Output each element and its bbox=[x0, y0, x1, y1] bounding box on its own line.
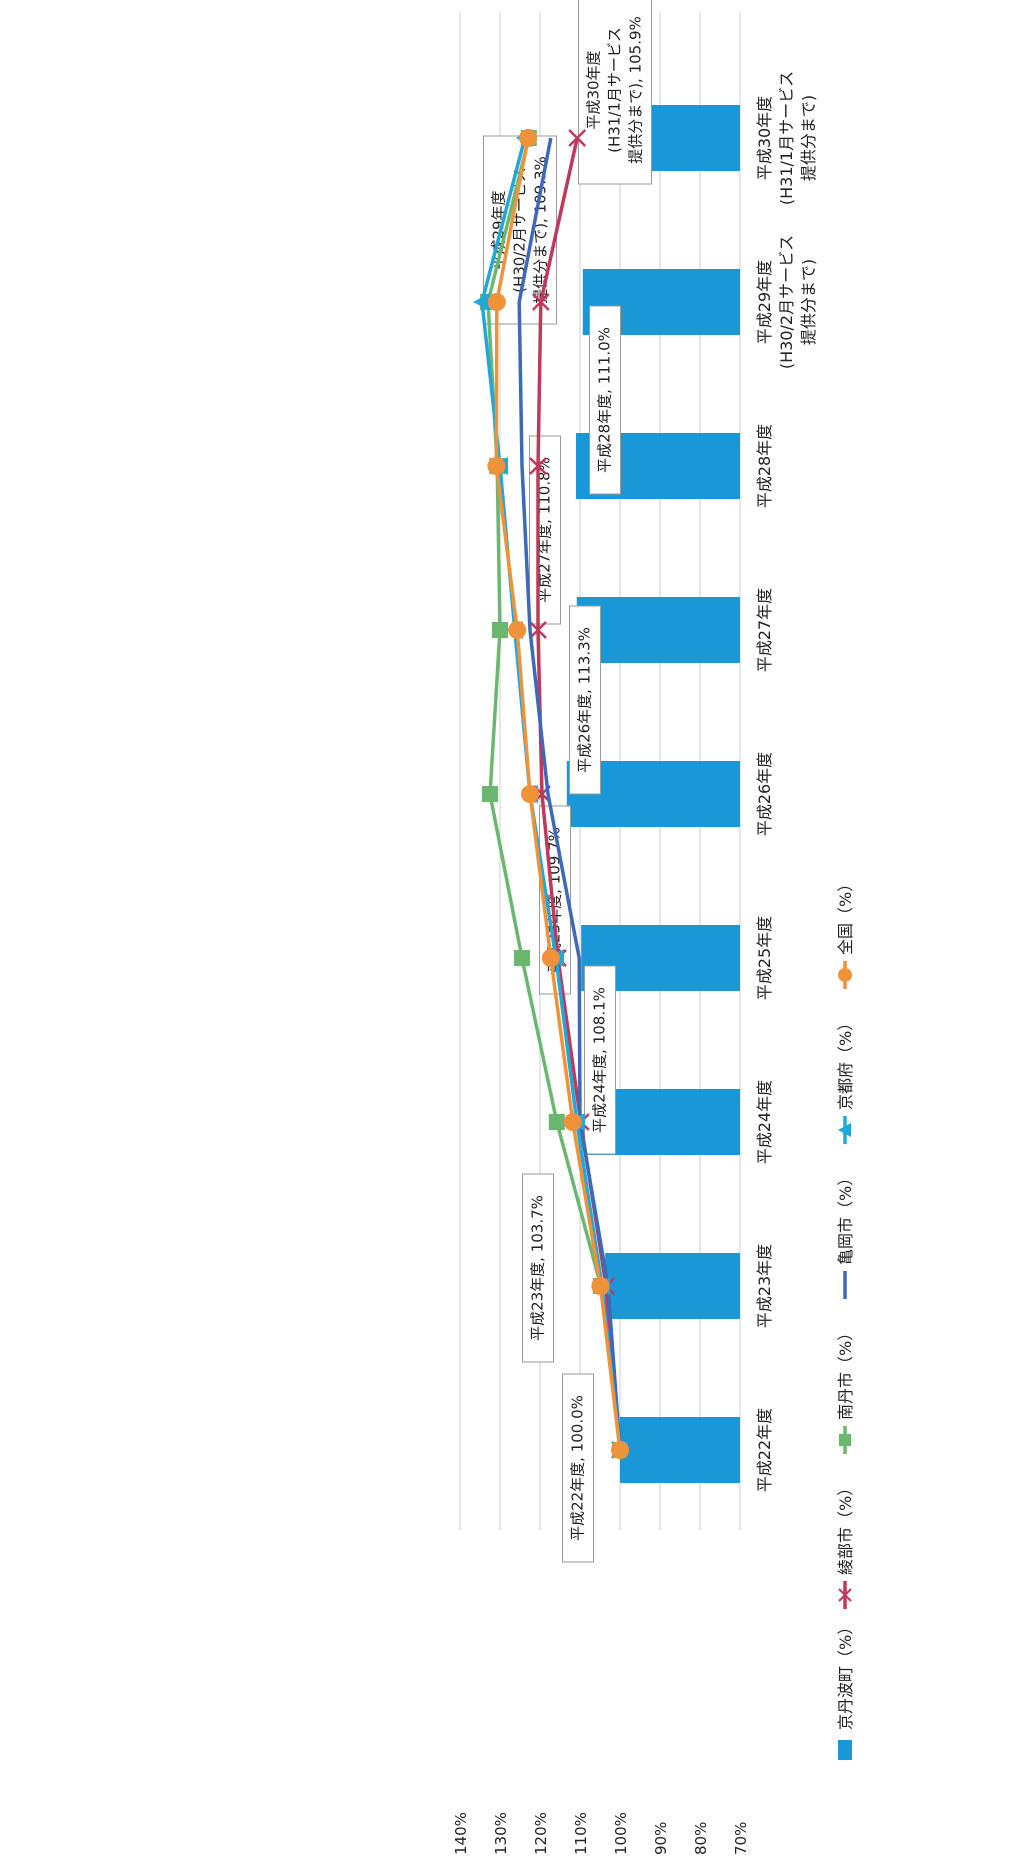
legend-item: 綾部市（%） bbox=[836, 1480, 855, 1609]
legend-item: 亀岡市（%） bbox=[836, 1170, 855, 1299]
point-marker bbox=[487, 457, 506, 475]
legend-item: 全国（%） bbox=[836, 876, 855, 989]
value-axis-tick-label: 140% bbox=[452, 1812, 470, 1855]
category-label: 平成28年度 bbox=[755, 424, 774, 508]
category-label: 平成25年度 bbox=[755, 916, 774, 1000]
legend-marker bbox=[838, 968, 852, 982]
value-axis-tick-label: 90% bbox=[652, 1822, 670, 1855]
bar bbox=[576, 597, 740, 663]
legend-label: 京丹波町（%） bbox=[836, 1619, 855, 1730]
point-marker bbox=[519, 129, 537, 147]
category-label: 平成29年度 bbox=[755, 260, 774, 344]
value-axis-tick-label: 70% bbox=[732, 1822, 750, 1855]
category-label: 平成27年度 bbox=[755, 588, 774, 672]
category-label: (H31/1月サービス bbox=[777, 71, 796, 205]
value-axis-tick-label: 120% bbox=[532, 1812, 550, 1855]
category-label: 提供分まで) bbox=[799, 259, 818, 345]
point-marker bbox=[611, 1441, 629, 1459]
legend-label: 京都府（%） bbox=[836, 1015, 855, 1110]
bar bbox=[620, 1417, 740, 1483]
point-marker bbox=[514, 950, 530, 966]
category-label: 平成22年度 bbox=[755, 1408, 774, 1492]
legend-item: 京都府（%） bbox=[836, 1015, 855, 1144]
data-label: 提供分まで), 105.9% bbox=[627, 16, 645, 164]
data-label-box bbox=[522, 1173, 554, 1363]
data-label-box bbox=[589, 305, 621, 495]
category-label: 平成24年度 bbox=[755, 1080, 774, 1164]
data-label-box bbox=[529, 435, 561, 625]
legend-marker bbox=[838, 1123, 851, 1137]
data-label: 平成30年度 bbox=[585, 50, 603, 129]
data-label: (H31/1月サービス bbox=[606, 27, 624, 153]
value-axis-tick-label: 110% bbox=[572, 1812, 590, 1855]
data-label-box bbox=[569, 605, 601, 795]
value-axis-tick-label: 100% bbox=[612, 1812, 630, 1855]
data-label: 平成28年度, 111.0% bbox=[596, 327, 614, 473]
category-label: (H30/2月サービス bbox=[777, 235, 796, 369]
point-marker bbox=[548, 1114, 565, 1130]
data-label-box bbox=[562, 1373, 594, 1563]
value-axis-tick-label: 130% bbox=[492, 1812, 510, 1855]
point-marker bbox=[531, 293, 550, 311]
category-label: 平成30年度 bbox=[755, 96, 774, 180]
point-marker bbox=[563, 1113, 582, 1131]
point-marker bbox=[521, 785, 539, 803]
bar bbox=[605, 1253, 740, 1319]
data-label: 平成27年度, 110.8% bbox=[536, 457, 554, 603]
value-axis-tick-label: 80% bbox=[692, 1822, 710, 1855]
category-label: 平成23年度 bbox=[755, 1244, 774, 1328]
point-marker bbox=[529, 457, 547, 475]
point-marker bbox=[487, 293, 506, 311]
point-marker bbox=[591, 1277, 610, 1295]
point-marker bbox=[568, 129, 587, 147]
legend-item: 京丹波町（%） bbox=[836, 1619, 855, 1760]
data-label: 提供分まで), 109.3% bbox=[532, 156, 550, 304]
legend-item: 南丹市（%） bbox=[836, 1325, 855, 1454]
category-label: 平成26年度 bbox=[755, 752, 774, 836]
point-marker bbox=[541, 949, 560, 967]
series-line bbox=[517, 137, 622, 1451]
legend-label: 南丹市（%） bbox=[836, 1325, 855, 1420]
legend-label: 綾部市（%） bbox=[836, 1480, 855, 1575]
data-label-box bbox=[584, 965, 616, 1155]
legend-swatch bbox=[838, 1740, 852, 1760]
point-marker bbox=[473, 293, 490, 311]
data-label-box bbox=[578, 0, 652, 185]
legend-marker bbox=[838, 1588, 852, 1602]
data-label: 平成22年度, 100.0% bbox=[569, 1395, 587, 1541]
data-label: 平成23年度, 103.7% bbox=[529, 1195, 547, 1341]
legend-label: 全国（%） bbox=[836, 876, 855, 955]
legend-label: 亀岡市（%） bbox=[836, 1170, 855, 1265]
point-marker bbox=[508, 621, 527, 639]
point-marker bbox=[482, 786, 498, 802]
point-marker bbox=[529, 621, 547, 639]
point-marker bbox=[492, 622, 508, 638]
data-label: 平成24年度, 108.1% bbox=[591, 987, 609, 1133]
data-label: 平成26年度, 113.3% bbox=[576, 627, 594, 773]
category-label: 提供分まで) bbox=[799, 95, 818, 181]
legend-marker bbox=[839, 1434, 851, 1446]
